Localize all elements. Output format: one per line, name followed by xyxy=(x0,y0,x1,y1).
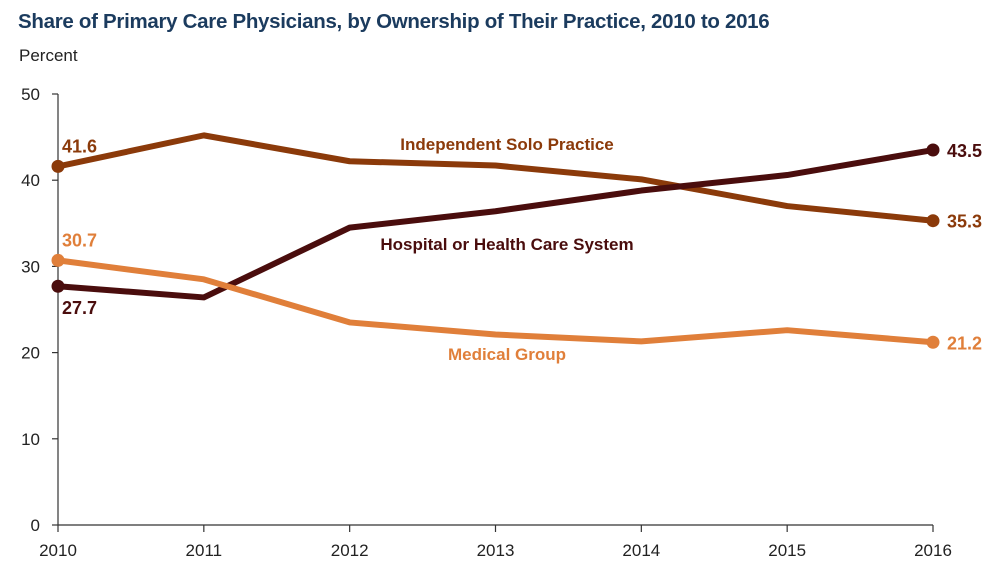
data-point-medical-group xyxy=(51,253,65,267)
data-point-hospital-or-health-care-system xyxy=(51,279,65,293)
data-labels: Independent Solo Practice 41.6 35.3 Hospita… xyxy=(62,135,982,364)
y-axis-label: Percent xyxy=(19,46,78,65)
start-value-label-hospital-or-health-care-system: 27.7 xyxy=(62,298,97,318)
end-value-label-independent-solo-practice: 35.3 xyxy=(947,212,982,232)
y-tick-label: 20 xyxy=(21,344,40,363)
series-label-hospital-or-health-care-system: Hospital or Health Care System xyxy=(380,235,633,254)
x-tick-label: 2010 xyxy=(39,541,77,560)
end-value-label-medical-group: 21.2 xyxy=(947,333,982,353)
data-point-medical-group xyxy=(926,335,940,349)
series-line-independent-solo-practice xyxy=(55,132,936,224)
series-lines xyxy=(55,132,936,346)
data-point-independent-solo-practice xyxy=(51,159,65,173)
y-tick-label: 30 xyxy=(21,257,40,276)
x-tick-label: 2014 xyxy=(622,541,660,560)
data-point-independent-solo-practice xyxy=(926,214,940,228)
x-tick-label: 2011 xyxy=(186,541,223,560)
x-tick-label: 2013 xyxy=(477,541,515,560)
axes: 0 10 20 30 40 50 2010 2011 2012 2013 2014 2015 2016 xyxy=(21,85,952,560)
series-line-hospital-or-health-care-system xyxy=(55,147,936,301)
series-label-independent-solo-practice: Independent Solo Practice xyxy=(400,135,614,154)
start-value-label-medical-group: 30.7 xyxy=(62,230,97,250)
series-line-medical-group xyxy=(55,257,936,346)
series-label-medical-group: Medical Group xyxy=(448,345,566,364)
chart-title: Share of Primary Care Physicians, by Own… xyxy=(18,10,770,33)
start-value-label-independent-solo-practice: 41.6 xyxy=(62,136,97,156)
y-tick-label: 0 xyxy=(31,516,40,535)
x-tick-label: 2012 xyxy=(331,541,369,560)
end-value-label-hospital-or-health-care-system: 43.5 xyxy=(947,141,982,161)
y-tick-label: 40 xyxy=(21,171,40,190)
data-point-hospital-or-health-care-system xyxy=(926,143,940,157)
x-tick-label: 2016 xyxy=(914,541,952,560)
y-tick-label: 10 xyxy=(21,430,40,449)
x-tick-label: 2015 xyxy=(768,541,806,560)
y-tick-label: 50 xyxy=(21,85,40,104)
series-points xyxy=(51,143,940,349)
